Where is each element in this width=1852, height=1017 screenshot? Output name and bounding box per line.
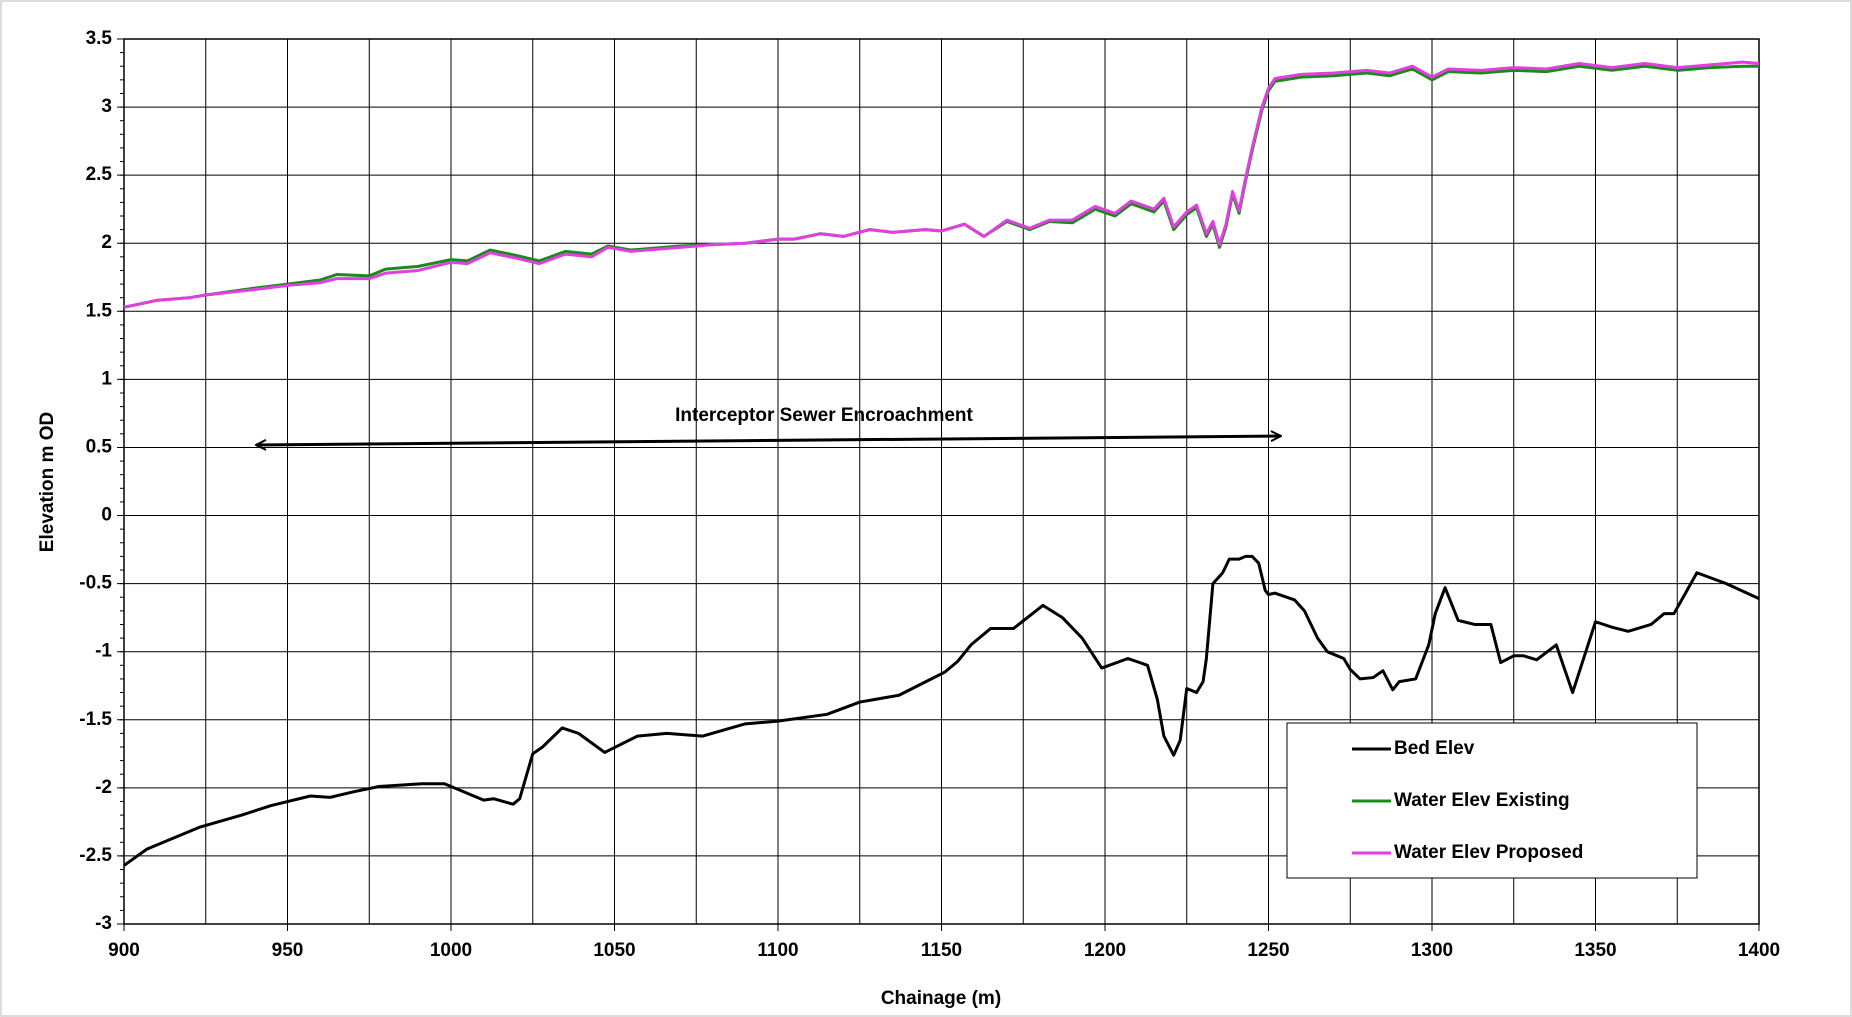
x-tick-label: 1350 [1574, 940, 1616, 961]
y-tick-label: 2.5 [86, 164, 113, 185]
y-tick-label: 0.5 [86, 436, 113, 457]
x-tick-label: 1250 [1247, 940, 1289, 961]
x-tick-label: 900 [108, 940, 140, 961]
x-tick-label: 1000 [430, 940, 472, 961]
legend: Bed Elev Water Elev Existing Water Elev Pr… [1286, 722, 1698, 879]
y-tick-label: -3 [95, 913, 112, 934]
y-tick-label: -0.5 [79, 573, 112, 594]
y-tick-label: 0 [101, 505, 112, 526]
y-tick-label: 1.5 [86, 300, 113, 321]
y-tick-label: 3.5 [86, 28, 113, 49]
y-tick-label: -2 [95, 777, 112, 798]
x-tick-label: 1200 [1084, 940, 1126, 961]
x-tick-label: 1300 [1411, 940, 1453, 961]
plot-frame [123, 38, 1760, 925]
series-line [123, 60, 1760, 309]
x-tick-label: 1400 [1738, 940, 1780, 961]
x-tick-label: 1050 [593, 940, 635, 961]
annotation-arrow [256, 436, 1281, 445]
y-tick-label: -2.5 [79, 845, 112, 866]
x-tick-label: 950 [272, 940, 304, 961]
plot-lines [123, 60, 1760, 867]
y-tick-label: -1.5 [79, 709, 112, 730]
y-tick-label: 3 [101, 96, 112, 117]
legend-label: Water Elev Proposed [1394, 842, 1583, 863]
legend-label: Bed Elev [1394, 738, 1475, 759]
y-tick-label: 2 [101, 232, 112, 253]
y-tick-label: -1 [95, 641, 112, 662]
grid: 900 950 1000 1050 1100 1150 1200 1250 1300 1350 14… [79, 28, 1780, 961]
annotation: Interceptor Sewer Encroachment [675, 405, 973, 426]
y-tick-label: 1 [101, 368, 112, 389]
y-axis-label: Elevation m OD [37, 412, 58, 552]
x-axis-label: Chainage (m) [881, 988, 1001, 1009]
series-line [123, 554, 1760, 867]
x-tick-label: 1150 [921, 940, 962, 961]
legend-label: Water Elev Existing [1394, 790, 1570, 811]
x-tick-label: 1100 [757, 940, 798, 961]
series-line [123, 64, 1759, 309]
